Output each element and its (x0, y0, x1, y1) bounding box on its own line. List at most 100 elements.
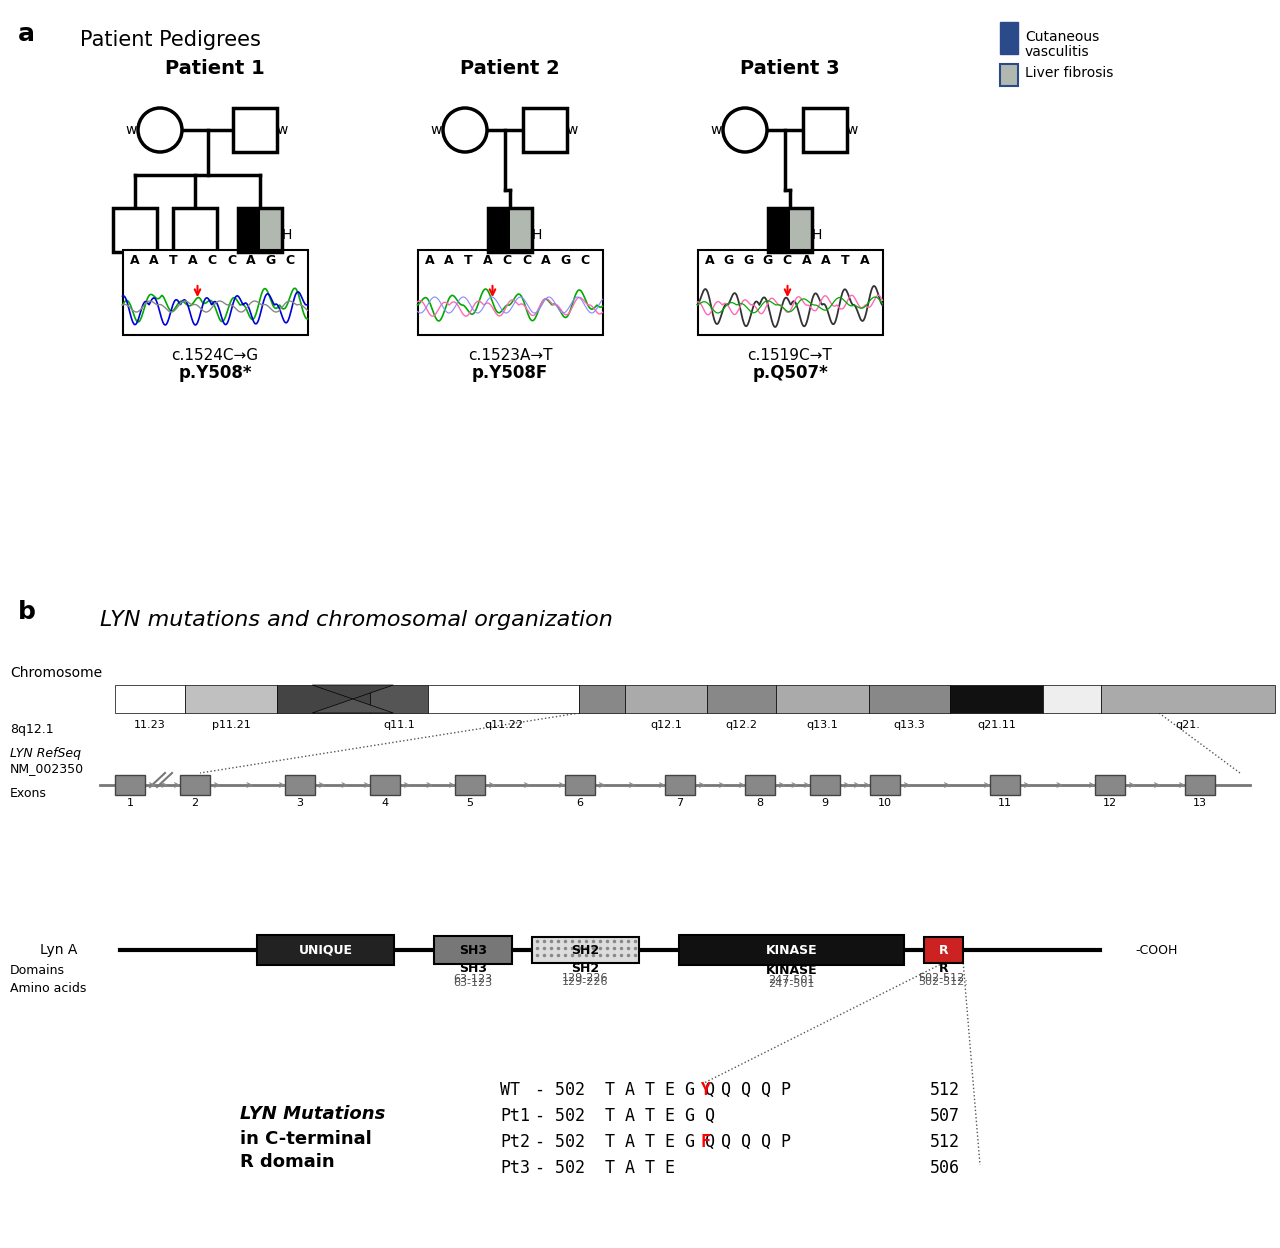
Text: A: A (444, 255, 453, 267)
Bar (488, 208, 532, 252)
Text: 3: 3 (297, 797, 303, 807)
Text: Patient 2: Patient 2 (460, 59, 559, 77)
Bar (924, 937, 963, 963)
Bar (870, 775, 900, 795)
Text: q11.1: q11.1 (383, 720, 415, 730)
Bar (173, 208, 218, 252)
Text: C: C (782, 255, 792, 267)
Text: Domains: Domains (10, 963, 65, 976)
Text: 63-123: 63-123 (453, 973, 493, 983)
Text: A: A (246, 255, 256, 267)
Text: A: A (860, 255, 870, 267)
Text: G: G (265, 255, 275, 267)
Text: R domain: R domain (241, 1153, 334, 1171)
Text: A: A (425, 255, 434, 267)
Text: c.1519C→T: c.1519C→T (748, 347, 832, 362)
Bar (666, 775, 695, 795)
Text: 5: 5 (466, 797, 474, 807)
Text: w: w (566, 124, 577, 137)
Text: G: G (723, 255, 733, 267)
Text: A: A (801, 255, 812, 267)
Bar (768, 208, 790, 252)
Bar (579, 685, 626, 713)
Text: T: T (169, 255, 178, 267)
Text: w: w (430, 124, 442, 137)
Text: Pt3: Pt3 (500, 1159, 530, 1177)
Bar (1000, 22, 1018, 54)
Text: C: C (581, 255, 590, 267)
Bar (115, 685, 184, 713)
Text: 10: 10 (878, 797, 892, 807)
Text: 129-226: 129-226 (562, 973, 609, 983)
Text: c.1524C→G: c.1524C→G (172, 347, 259, 362)
Bar (1185, 775, 1215, 795)
Text: 13: 13 (1193, 797, 1207, 807)
Bar (531, 937, 640, 963)
Text: 12: 12 (1103, 797, 1117, 807)
Text: C: C (522, 255, 531, 267)
Bar (257, 935, 394, 965)
Text: Patient 3: Patient 3 (740, 59, 840, 77)
Text: KINASE: KINASE (765, 963, 817, 976)
Text: 6: 6 (576, 797, 584, 807)
Circle shape (443, 109, 486, 152)
Text: q12.2: q12.2 (726, 720, 758, 730)
Text: NM_002350: NM_002350 (10, 763, 84, 775)
Text: in C-terminal: in C-terminal (241, 1129, 371, 1148)
Text: p11.21: p11.21 (211, 720, 251, 730)
Text: LYN Mutations: LYN Mutations (241, 1104, 385, 1123)
Bar (1043, 685, 1101, 713)
Text: A: A (188, 255, 197, 267)
Bar (285, 775, 315, 795)
Text: 506: 506 (931, 1159, 960, 1177)
Text: vasculitis: vasculitis (1025, 45, 1089, 59)
Bar (260, 208, 282, 252)
Text: w: w (710, 124, 722, 137)
Text: SH2: SH2 (571, 943, 599, 956)
Bar (745, 775, 774, 795)
Bar (626, 685, 707, 713)
Text: Chromosome: Chromosome (10, 666, 102, 680)
Polygon shape (312, 699, 393, 713)
Text: 11: 11 (998, 797, 1012, 807)
Text: A: A (705, 255, 714, 267)
Text: G: G (561, 255, 571, 267)
Text: 9: 9 (822, 797, 828, 807)
Bar (790, 208, 812, 252)
Text: T A T E G Q: T A T E G Q (605, 1081, 716, 1099)
Text: A: A (150, 255, 159, 267)
Bar (180, 775, 210, 795)
Text: c.1523A→T: c.1523A→T (467, 347, 552, 362)
Bar (950, 685, 1043, 713)
Text: R: R (938, 961, 948, 975)
Bar (803, 109, 847, 152)
Text: A: A (541, 255, 550, 267)
Text: 502-512.: 502-512. (918, 977, 968, 987)
Text: Amino acids: Amino acids (10, 981, 86, 995)
Text: 502-512.: 502-512. (918, 973, 968, 983)
Text: R: R (938, 943, 948, 956)
Bar (278, 685, 370, 713)
Text: LYN mutations and chromosomal organization: LYN mutations and chromosomal organizati… (100, 610, 613, 630)
Text: Pt2: Pt2 (500, 1133, 530, 1151)
Text: WT: WT (500, 1081, 520, 1099)
Bar (776, 685, 869, 713)
Text: w: w (276, 124, 288, 137)
Text: Y: Y (701, 1081, 710, 1099)
Bar (113, 208, 157, 252)
Bar (115, 775, 145, 795)
Text: q11.22: q11.22 (484, 720, 524, 730)
Text: - 502: - 502 (535, 1159, 585, 1177)
Text: - 502: - 502 (535, 1107, 585, 1124)
Bar (370, 685, 429, 713)
Text: T: T (465, 255, 472, 267)
Bar (429, 685, 579, 713)
Text: 247-501: 247-501 (768, 978, 814, 988)
Text: T: T (841, 255, 850, 267)
Text: LYN RefSeq: LYN RefSeq (10, 748, 81, 760)
Text: 512: 512 (931, 1133, 960, 1151)
Text: T A T E G Q: T A T E G Q (605, 1107, 716, 1124)
Bar (678, 935, 904, 965)
Text: 8q12.1: 8q12.1 (10, 723, 54, 736)
Bar (564, 775, 595, 795)
